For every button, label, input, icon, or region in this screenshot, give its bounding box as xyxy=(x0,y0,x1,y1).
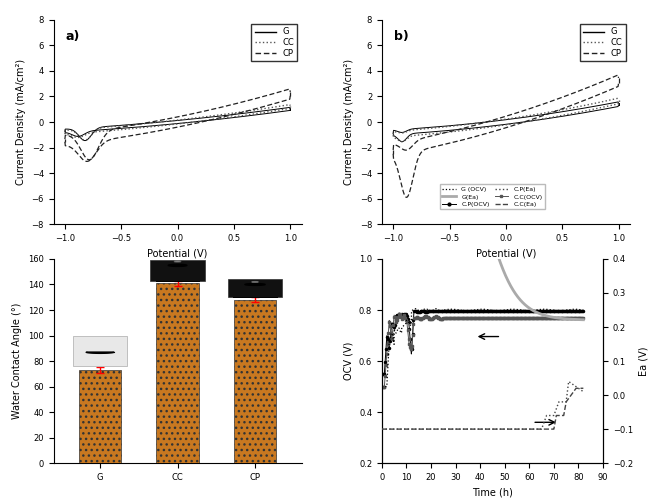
X-axis label: Time (h): Time (h) xyxy=(472,488,513,498)
G (OCV) xyxy=(388,331,396,337)
X-axis label: Potential (V): Potential (V) xyxy=(147,249,208,258)
Line: G (OCV): G (OCV) xyxy=(382,309,584,386)
C.P(OCV) xyxy=(476,308,484,314)
C.C(Ea) xyxy=(470,426,478,432)
C.C(Ea) xyxy=(572,385,580,391)
Polygon shape xyxy=(86,352,114,354)
G(Ea) xyxy=(537,311,545,317)
C.C(OCV) xyxy=(574,315,582,321)
G(Ea) xyxy=(580,317,588,323)
C.P(OCV) xyxy=(574,308,582,314)
C.C(OCV) xyxy=(574,315,582,321)
G(Ea) xyxy=(470,168,478,174)
Y-axis label: Ea (V): Ea (V) xyxy=(639,346,649,376)
C.P(OCV) xyxy=(470,308,478,314)
G(Ea) xyxy=(476,188,484,194)
Bar xyxy=(156,283,199,463)
Bar xyxy=(228,279,282,297)
Line: C.C(Ea): C.C(Ea) xyxy=(382,388,584,429)
C.C(Ea) xyxy=(574,385,582,391)
C.P(Ea) xyxy=(470,426,478,432)
Text: b): b) xyxy=(394,30,409,43)
C.C(OCV) xyxy=(580,315,588,321)
C.P(OCV) xyxy=(378,371,386,377)
C.P(Ea) xyxy=(580,388,588,394)
Line: C.P(Ea): C.P(Ea) xyxy=(382,381,584,429)
Text: a): a) xyxy=(66,30,80,43)
C.C(OCV) xyxy=(388,333,396,339)
Y-axis label: OCV (V): OCV (V) xyxy=(343,342,353,380)
C.P(Ea) xyxy=(574,385,582,391)
C.P(OCV) xyxy=(574,308,582,314)
G (OCV) xyxy=(537,306,545,312)
G (OCV) xyxy=(574,306,582,312)
Line: G(Ea): G(Ea) xyxy=(382,66,584,320)
Legend: G, CC, CP: G, CC, CP xyxy=(580,24,626,61)
Bar xyxy=(73,336,127,366)
C.C(OCV) xyxy=(395,310,403,316)
C.C(Ea) xyxy=(476,426,484,432)
G (OCV) xyxy=(470,307,478,313)
C.C(OCV) xyxy=(537,315,545,321)
C.P(Ea) xyxy=(388,426,396,432)
C.C(Ea) xyxy=(388,426,396,432)
C.P(Ea) xyxy=(378,426,386,432)
C.P(Ea) xyxy=(537,426,545,432)
C.C(OCV) xyxy=(470,315,478,321)
C.C(OCV) xyxy=(378,383,386,389)
G(Ea) xyxy=(574,317,582,323)
Bar xyxy=(234,300,276,463)
C.C(OCV) xyxy=(476,315,484,321)
G (OCV) xyxy=(580,307,588,313)
Bar xyxy=(79,370,121,463)
G(Ea) xyxy=(574,317,582,323)
Polygon shape xyxy=(168,264,187,266)
G (OCV) xyxy=(574,306,582,312)
G (OCV) xyxy=(378,383,386,389)
G(Ea) xyxy=(378,63,386,69)
Y-axis label: Water Contact Angle (°): Water Contact Angle (°) xyxy=(13,303,23,419)
G (OCV) xyxy=(421,306,429,312)
Line: C.C(OCV): C.C(OCV) xyxy=(382,313,584,386)
C.P(OCV) xyxy=(580,308,588,314)
G(Ea) xyxy=(388,63,396,69)
Y-axis label: Current Density (mA/cm²): Current Density (mA/cm²) xyxy=(16,59,26,185)
C.C(Ea) xyxy=(574,385,582,391)
C.C(Ea) xyxy=(580,385,588,391)
Bar xyxy=(151,260,204,281)
C.P(Ea) xyxy=(476,426,484,432)
Legend: G, CC, CP: G, CC, CP xyxy=(251,24,297,61)
C.C(Ea) xyxy=(378,426,386,432)
C.P(OCV) xyxy=(418,308,426,314)
Legend: G (OCV), G(Ea), C.P(OCV), C.P(Ea), C.C(OCV), C.C(Ea): G (OCV), G(Ea), C.P(OCV), C.P(Ea), C.C(O… xyxy=(440,184,545,209)
C.C(Ea) xyxy=(537,426,545,432)
Polygon shape xyxy=(174,261,181,262)
C.P(Ea) xyxy=(574,384,582,390)
Polygon shape xyxy=(245,283,265,285)
C.P(OCV) xyxy=(388,321,396,327)
C.P(OCV) xyxy=(537,308,545,314)
Line: C.P(OCV): C.P(OCV) xyxy=(382,311,584,374)
X-axis label: Potential (V): Potential (V) xyxy=(476,249,536,258)
C.P(Ea) xyxy=(565,378,573,384)
G (OCV) xyxy=(476,306,484,312)
Y-axis label: Current Density (mA/cm²): Current Density (mA/cm²) xyxy=(344,59,354,185)
